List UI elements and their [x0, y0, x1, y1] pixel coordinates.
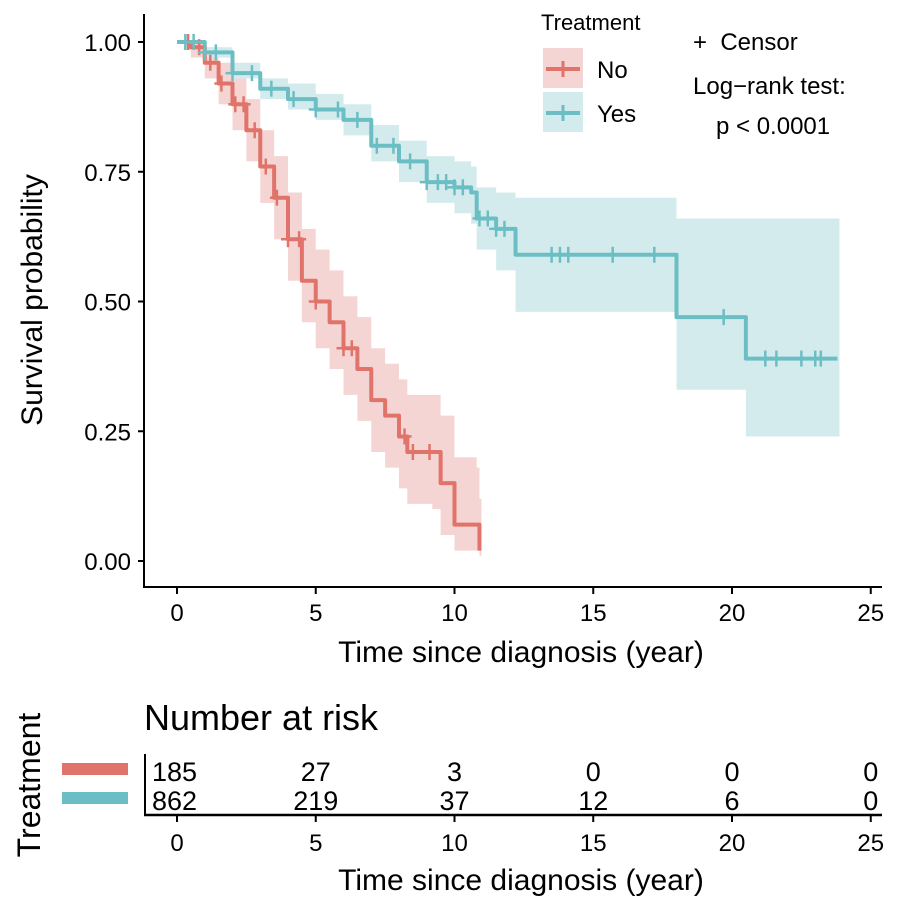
censor-mark-yes: [497, 220, 512, 237]
censor-mark-yes: [286, 91, 301, 108]
censor-mark-yes: [264, 80, 279, 97]
y-tick-label: 0.50: [84, 290, 131, 317]
risk-row-key-no: [62, 763, 128, 775]
risk-cell-yes: 862: [152, 786, 197, 816]
x-tick-label: 15: [580, 600, 607, 627]
censor-mark-yes: [716, 309, 731, 326]
censor-mark-yes: [439, 174, 454, 191]
risk-cell-yes: 0: [863, 786, 878, 816]
censor-mark-yes: [369, 137, 384, 154]
legend-title: Treatment: [541, 10, 640, 35]
risk-row-key-yes: [62, 792, 128, 804]
censor-mark-no: [292, 231, 307, 248]
risk-table-row-axis-title: Treatment: [11, 713, 47, 858]
risk-cell-no: 0: [724, 757, 739, 787]
risk-cell-yes: 37: [439, 786, 469, 816]
censor-mark-no: [405, 444, 420, 461]
risk-x-tick-label: 0: [170, 830, 183, 857]
y-tick-label: 0.25: [84, 419, 131, 446]
censor-mark-no: [308, 293, 323, 310]
censor-mark-no: [247, 122, 262, 139]
x-tick-label: 10: [441, 600, 468, 627]
censor-mark-yes: [561, 246, 576, 263]
censor-mark-yes: [386, 137, 401, 154]
risk-cell-yes: 12: [578, 786, 608, 816]
ci-band-yes: [177, 42, 840, 437]
y-tick-label: 0.75: [84, 160, 131, 187]
censor-mark-yes: [605, 246, 620, 263]
risk-x-tick-label: 15: [580, 830, 607, 857]
logrank-annotation: Log−rank test:: [693, 73, 846, 100]
risk-x-tick-label: 5: [309, 830, 322, 857]
risk-x-tick-label: 10: [441, 830, 468, 857]
legend-label-no: No: [597, 57, 628, 84]
x-tick-label: 25: [857, 600, 884, 627]
risk-table-title: Number at risk: [144, 697, 379, 738]
risk-x-tick-label: 20: [719, 830, 746, 857]
y-ticks: 0.00 0.25 0.50 0.75 1.00: [84, 30, 144, 576]
risk-x-tick-label: 25: [857, 830, 884, 857]
censor-annotation: + Censor: [693, 29, 798, 56]
censor-mark-yes: [208, 44, 223, 61]
censor-mark-no: [258, 158, 273, 175]
censor-mark-yes: [186, 34, 201, 50]
ci-band-no: [177, 42, 482, 556]
risk-cell-no: 27: [301, 757, 331, 787]
x-ticks: 0 5 10 15 20 25: [170, 587, 884, 627]
censor-mark-no: [397, 428, 412, 445]
censor-mark-no: [344, 340, 359, 357]
y-tick-label: 0.00: [84, 549, 131, 576]
survival-curve-yes: [177, 40, 838, 361]
legend-item-yes[interactable]: Yes: [543, 92, 636, 132]
censor-mark-no: [203, 54, 218, 71]
risk-cell-no: 3: [447, 757, 462, 787]
censor-mark-yes: [480, 210, 495, 227]
x-axis-title: Time since diagnosis (year): [338, 636, 704, 669]
censor-mark-yes: [647, 246, 662, 263]
censor-mark-yes: [225, 65, 240, 82]
censor-mark-no: [214, 75, 229, 92]
legend-item-no[interactable]: No: [543, 48, 628, 88]
confidence-bands: [177, 42, 840, 556]
censor-marks: [178, 34, 828, 461]
x-tick-label: 0: [170, 600, 183, 627]
x-tick-label: 20: [719, 600, 746, 627]
risk-table-x-ticks: 0 5 10 15 20 25: [170, 815, 884, 857]
censor-mark-yes: [403, 153, 418, 170]
risk-cell-yes: 6: [724, 786, 739, 816]
risk-cell-yes: 219: [293, 786, 338, 816]
y-axis-title: Survival probability: [16, 174, 49, 426]
censor-mark-no: [269, 189, 284, 206]
censor-mark-yes: [455, 179, 470, 196]
risk-cell-no: 0: [586, 757, 601, 787]
censor-mark-no: [422, 444, 437, 461]
censor-mark-yes: [813, 350, 828, 367]
legend: Treatment No Yes: [541, 10, 640, 132]
censor-mark-yes: [350, 111, 365, 128]
censor-mark-yes: [330, 101, 345, 118]
x-tick-label: 5: [309, 600, 322, 627]
legend-label-yes: Yes: [597, 101, 636, 128]
censor-mark-yes: [244, 65, 259, 82]
y-tick-label: 1.00: [84, 30, 131, 57]
censor-mark-yes: [769, 350, 784, 367]
censor-mark-yes: [794, 350, 809, 367]
censor-mark-yes: [308, 101, 323, 118]
risk-table-x-axis-title: Time since diagnosis (year): [338, 864, 704, 897]
risk-cell-no: 0: [863, 757, 878, 787]
censor-mark-no: [236, 96, 251, 113]
risk-cell-no: 185: [152, 757, 197, 787]
p-value-annotation: p < 0.0001: [716, 113, 830, 140]
